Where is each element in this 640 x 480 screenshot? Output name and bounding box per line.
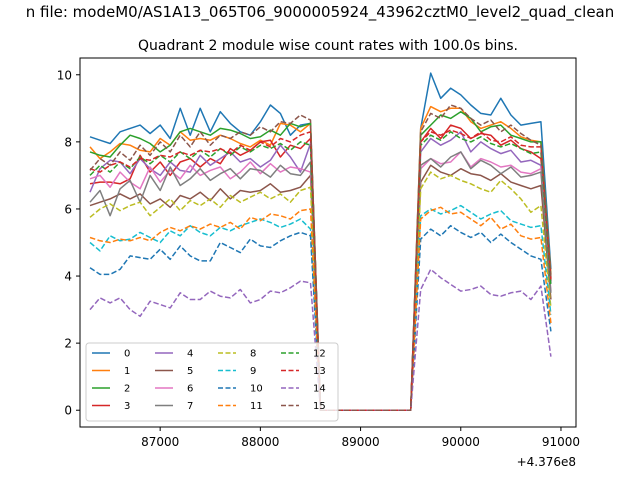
series-line-13 (89, 129, 552, 411)
x-tick-label: 89000 (341, 435, 379, 449)
y-tick-label: 0 (64, 404, 72, 418)
x-tick-label: 87000 (141, 435, 179, 449)
x-tick-label: 90000 (442, 435, 480, 449)
legend-label-4: 4 (187, 349, 193, 360)
legend-label-15: 15 (313, 401, 326, 412)
legend-label-14: 14 (313, 384, 326, 395)
legend-label-8: 8 (250, 349, 256, 360)
legend-label-9: 9 (250, 366, 256, 377)
y-tick-label: 6 (64, 202, 72, 216)
legend-box (85, 342, 339, 422)
legend-label-12: 12 (313, 349, 326, 360)
legend-label-11: 11 (250, 401, 263, 412)
legend-label-10: 10 (250, 384, 263, 395)
legend-label-5: 5 (187, 366, 193, 377)
x-offset-label: +4.376e8 (517, 455, 576, 469)
y-tick-label: 8 (64, 135, 72, 149)
legend-label-7: 7 (187, 401, 193, 412)
x-tick-label: 88000 (241, 435, 279, 449)
y-tick-label: 4 (64, 270, 72, 284)
axes-frame (79, 57, 577, 428)
legend-label-2: 2 (124, 384, 130, 395)
x-tick-label: 91000 (542, 435, 580, 449)
legend-label-3: 3 (124, 401, 130, 412)
chart-title: Quadrant 2 module wise count rates with … (138, 38, 518, 54)
figure-suptitle: n file: modeM0/AS1A13_065T06_9000005924_… (26, 3, 615, 22)
y-tick-label: 10 (57, 68, 72, 82)
legend-label-0: 0 (124, 349, 130, 360)
legend-label-1: 1 (124, 366, 130, 377)
legend-label-6: 6 (187, 384, 193, 395)
legend-label-13: 13 (313, 366, 326, 377)
y-tick-label: 2 (64, 337, 72, 351)
